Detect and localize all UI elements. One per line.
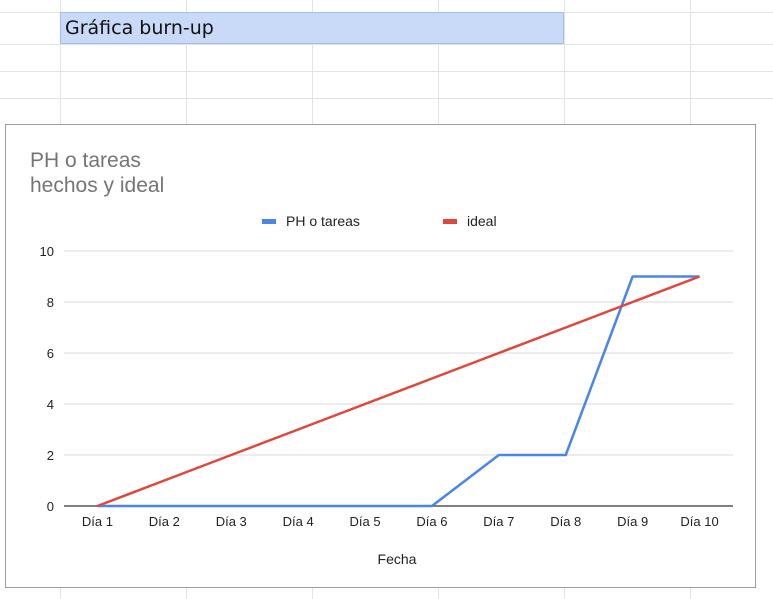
x-tick-label: Día 4 <box>283 514 314 529</box>
x-axis-title: Fecha <box>378 551 417 567</box>
y-tick-label: 0 <box>47 499 54 514</box>
legend-label-ph-o-tareas: PH o tareas <box>286 213 360 229</box>
series-lines <box>97 275 700 508</box>
y-tick-label: 8 <box>47 295 54 310</box>
series-line-ideal <box>97 275 700 508</box>
chart-title-line-1: PH o tareas <box>30 149 141 172</box>
x-tick-label: Día 8 <box>550 514 581 529</box>
legend-swatch-ideal <box>443 219 457 224</box>
chart-title: PH o tareas hechos y ideal <box>30 149 164 197</box>
legend-swatch-ph-o-tareas <box>262 219 276 224</box>
y-tick-label: 10 <box>40 244 54 259</box>
y-axis-ticks: 0 2 4 6 8 10 <box>40 244 54 514</box>
chart-title-line-2: hechos y ideal <box>30 174 164 197</box>
gridlines <box>64 250 733 507</box>
chart-legend: PH o tareas ideal <box>262 213 497 229</box>
x-tick-label: Día 7 <box>483 514 514 529</box>
chart-container[interactable]: PH o tareas hechos y ideal PH o tareas i… <box>5 124 756 588</box>
y-tick-label: 2 <box>47 448 54 463</box>
x-tick-label: Día 5 <box>350 514 381 529</box>
x-tick-label: Día 6 <box>416 514 447 529</box>
series-line-ph-o-tareas <box>97 275 700 508</box>
x-axis-ticks: Día 1 Día 2 Día 3 Día 4 Día 5 Día 6 Día 7 Día 8… <box>82 514 719 529</box>
burn-up-chart: PH o tareas hechos y ideal PH o tareas i… <box>30 149 733 567</box>
x-tick-label: Día 9 <box>617 514 648 529</box>
legend-label-ideal: ideal <box>467 213 497 229</box>
x-tick-label: Día 10 <box>680 514 718 529</box>
y-tick-label: 4 <box>47 397 54 412</box>
y-tick-label: 6 <box>47 346 54 361</box>
x-tick-label: Día 1 <box>82 514 113 529</box>
header-cell[interactable]: Gráfica burn-up <box>60 12 564 44</box>
x-tick-label: Día 2 <box>149 514 180 529</box>
x-tick-label: Día 3 <box>216 514 247 529</box>
